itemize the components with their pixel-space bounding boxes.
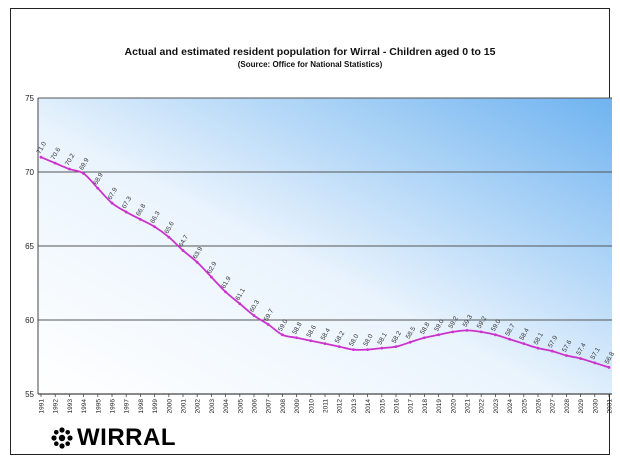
x-tick-label: 2007 xyxy=(266,399,273,414)
data-point xyxy=(366,348,369,351)
data-point xyxy=(53,161,57,165)
data-point xyxy=(423,336,426,340)
data-point xyxy=(195,260,199,264)
x-tick-label: 2027 xyxy=(550,399,557,414)
x-tick-label: 1993 xyxy=(67,399,74,414)
data-point xyxy=(323,342,327,346)
y-axis-ticks: 55 60 65 70 75 xyxy=(25,94,34,399)
data-point xyxy=(39,155,43,159)
data-point xyxy=(96,186,100,190)
wirral-logo: WIRRAL xyxy=(50,424,176,452)
x-tick-label: 2001 xyxy=(181,399,188,414)
x-tick-label: 2015 xyxy=(379,399,386,414)
x-tick-label: 2031 xyxy=(607,399,614,414)
data-point xyxy=(352,348,355,351)
x-tick-label: 2002 xyxy=(195,399,202,414)
y-tick-label: 60 xyxy=(25,316,34,325)
data-point xyxy=(295,336,298,340)
data-point xyxy=(508,337,511,341)
data-point xyxy=(337,345,341,349)
data-point xyxy=(479,330,483,334)
data-point xyxy=(153,225,157,229)
x-axis-ticks: 1991 1992 1993 1994 1995 1996 1997 1998 1999 2000… xyxy=(39,394,614,413)
y-tick-label: 70 xyxy=(25,168,34,177)
data-point xyxy=(607,365,611,369)
x-tick-label: 2023 xyxy=(493,399,500,414)
x-tick-label: 2005 xyxy=(237,399,244,414)
x-tick-label: 2025 xyxy=(521,399,528,414)
x-tick-label: 1994 xyxy=(81,399,88,414)
x-tick-label: 2016 xyxy=(394,399,401,414)
x-tick-label: 2010 xyxy=(308,399,315,414)
x-tick-label: 2008 xyxy=(280,399,287,414)
y-tick-label: 75 xyxy=(25,94,34,103)
flower-icon xyxy=(51,427,73,449)
data-point xyxy=(82,172,85,175)
data-point xyxy=(167,235,171,239)
x-tick-label: 1995 xyxy=(95,399,102,414)
data-point xyxy=(181,249,185,252)
y-tick-label: 65 xyxy=(25,242,34,251)
x-tick-label: 1998 xyxy=(138,399,145,414)
x-tick-label: 1992 xyxy=(53,399,60,414)
x-tick-label: 2018 xyxy=(422,399,429,414)
logo-text: WIRRAL xyxy=(77,424,176,451)
data-point xyxy=(593,361,597,365)
data-point xyxy=(522,342,526,346)
data-point xyxy=(380,346,384,350)
x-tick-label: 2030 xyxy=(592,399,599,414)
x-tick-label: 2022 xyxy=(479,399,486,414)
data-point xyxy=(494,333,497,337)
data-point xyxy=(110,201,114,205)
x-tick-label: 1991 xyxy=(39,399,46,414)
data-point xyxy=(238,302,242,306)
x-tick-label: 2024 xyxy=(507,399,514,414)
data-point xyxy=(408,340,412,344)
data-points xyxy=(39,155,611,369)
x-tick-label: 2012 xyxy=(337,399,344,414)
data-point xyxy=(266,323,270,326)
data-point xyxy=(536,346,540,350)
data-point xyxy=(252,314,256,317)
x-tick-label: 2004 xyxy=(223,399,230,414)
x-tick-label: 2017 xyxy=(408,399,415,414)
data-point xyxy=(68,167,71,171)
x-tick-label: 1997 xyxy=(124,399,131,414)
x-tick-label: 2019 xyxy=(436,399,443,414)
x-tick-label: 2020 xyxy=(450,399,457,414)
data-point xyxy=(124,210,128,214)
x-tick-label: 2021 xyxy=(465,399,472,414)
y-tick-label: 55 xyxy=(25,390,34,399)
data-point xyxy=(210,275,213,279)
data-point xyxy=(451,330,455,334)
data-point xyxy=(281,333,284,337)
chart-title: Actual and estimated resident population… xyxy=(124,46,496,58)
data-point xyxy=(565,354,568,357)
data-point xyxy=(139,217,142,221)
x-tick-label: 2011 xyxy=(323,399,330,413)
x-tick-label: 2009 xyxy=(294,399,301,414)
x-tick-label: 2000 xyxy=(166,399,173,414)
data-point xyxy=(465,328,469,332)
x-tick-label: 2028 xyxy=(564,399,571,414)
data-point xyxy=(224,290,228,294)
x-tick-label: 2014 xyxy=(365,399,372,414)
data-point xyxy=(579,357,582,360)
x-tick-label: 1999 xyxy=(152,399,159,414)
x-tick-label: 1996 xyxy=(110,399,117,414)
x-tick-label: 2006 xyxy=(252,399,259,414)
data-point xyxy=(394,345,398,349)
x-tick-label: 2013 xyxy=(351,399,358,414)
chart-subtitle: (Source: Office for National Statistics) xyxy=(237,60,383,69)
data-point xyxy=(309,339,313,343)
x-tick-label: 2026 xyxy=(536,399,543,414)
data-point xyxy=(550,349,554,353)
data-point xyxy=(437,333,440,337)
x-tick-label: 2029 xyxy=(578,399,585,414)
x-tick-label: 2003 xyxy=(209,399,216,414)
